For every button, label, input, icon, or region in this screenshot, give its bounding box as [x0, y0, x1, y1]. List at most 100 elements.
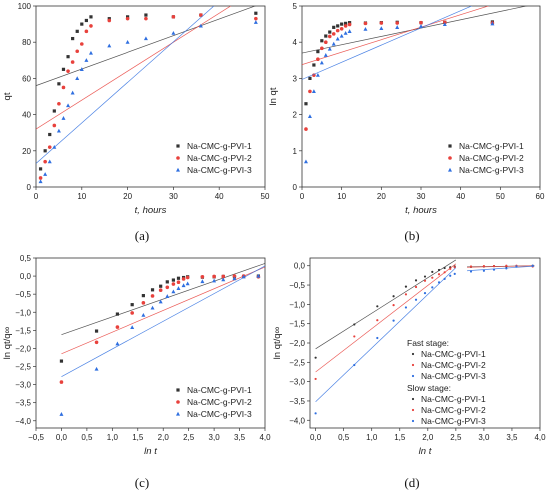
data-point	[324, 34, 328, 38]
data-point	[492, 265, 496, 268]
data-point	[43, 172, 48, 176]
legend-entry: Na-CMC-g-PVI-1	[421, 349, 486, 359]
data-point	[531, 264, 534, 267]
data-point	[343, 24, 348, 28]
data-point	[158, 299, 163, 304]
legend-entry: Na-CMC-g-PVI-2	[187, 153, 252, 163]
data-point	[221, 277, 226, 282]
data-point	[70, 60, 75, 64]
data-point	[363, 21, 368, 26]
data-point	[492, 268, 496, 271]
data-point	[141, 294, 145, 298]
y-tick-label: −1,0	[15, 308, 31, 317]
data-point	[443, 266, 446, 270]
y-tick-label: −4,0	[15, 417, 31, 426]
legend-marker	[448, 156, 452, 160]
data-point	[414, 285, 418, 289]
legend: Na-CMC-g-PVI-1 Na-CMC-g-PVI-2 Na-CMC-g-PVI…	[176, 385, 252, 419]
x-tick-label: 0,0	[56, 433, 68, 442]
legend-entry: Na-CMC-g-PVI-1	[421, 394, 486, 404]
x-tick-label: 2,0	[422, 433, 434, 442]
data-point	[404, 306, 408, 309]
data-point	[57, 82, 61, 86]
data-point	[176, 280, 181, 285]
y-tick-label: 0	[293, 183, 298, 192]
data-point	[94, 366, 99, 371]
data-point	[66, 55, 70, 59]
data-point	[94, 340, 99, 345]
y-tick-label: 40	[22, 111, 31, 120]
x-tick-label: 30	[169, 192, 178, 201]
data-point	[61, 67, 66, 71]
data-point	[395, 25, 400, 29]
x-tick-label: 0,0	[310, 433, 322, 442]
data-point	[212, 278, 217, 283]
data-point	[335, 36, 340, 41]
data-point	[107, 43, 112, 48]
data-point	[94, 329, 99, 333]
data-point	[323, 53, 328, 57]
data-point	[348, 21, 352, 25]
legend-marker	[176, 400, 180, 404]
data-point	[304, 127, 308, 131]
data-point	[141, 312, 146, 317]
data-point	[59, 359, 64, 363]
x-tick-label: −0,5	[28, 433, 44, 442]
y-tick-label: −0,5	[289, 281, 305, 290]
y-tick-label: 5	[293, 2, 298, 11]
y-tick-label: 3	[293, 74, 298, 83]
y-tick-label: −3,0	[289, 378, 305, 387]
legend: Na-CMC-g-PVI-1 Na-CMC-g-PVI-2 Na-CMC-g-PVI…	[448, 141, 524, 175]
data-point	[353, 323, 356, 326]
plot-frame	[35, 257, 266, 429]
y-tick-label: 4	[293, 38, 298, 47]
data-point	[320, 39, 324, 43]
fit-line-6	[467, 265, 535, 272]
data-point	[379, 26, 384, 31]
data-point	[253, 20, 258, 24]
data-point	[353, 335, 356, 338]
data-point	[449, 274, 452, 277]
legend-marker	[448, 144, 452, 148]
fit-line-3	[315, 267, 457, 402]
data-point	[312, 63, 316, 67]
data-point	[115, 341, 120, 346]
x-tick-label: 20	[123, 192, 132, 201]
data-point	[482, 269, 486, 272]
data-point	[143, 36, 148, 41]
legend-marker	[411, 374, 415, 378]
data-point	[505, 264, 508, 267]
data-point	[469, 265, 473, 268]
data-point	[126, 15, 130, 19]
data-point	[115, 325, 120, 329]
fit-line-5	[467, 265, 535, 268]
data-point	[353, 363, 356, 367]
legend-marker	[411, 397, 415, 401]
y-tick-label: −3,0	[15, 381, 31, 390]
legend: Fast stage:Na-CMC-g-PVI-1Na-CMC-g-PVI-2N…	[407, 338, 486, 426]
x-tick-label: 2,5	[183, 433, 195, 442]
data-point	[327, 46, 332, 51]
data-point	[443, 277, 446, 280]
x-tick-label: 4,0	[534, 433, 546, 442]
data-point	[505, 267, 508, 270]
x-tick-label: 40	[215, 192, 224, 201]
x-tick-label: 60	[536, 192, 545, 201]
x-tick-label: 3,5	[506, 433, 518, 442]
data-point	[328, 30, 332, 34]
data-point	[171, 15, 176, 19]
chart-panel-1: 0 10 20 30 40 50 0 20 40 60 80 100 t, hours qt Na-CMC-…	[2, 2, 270, 243]
data-point	[395, 21, 400, 25]
data-point	[181, 277, 186, 281]
subplot-label: (b)	[404, 228, 419, 243]
legend-entry: Na-CMC-g-PVI-3	[421, 416, 486, 426]
data-point	[339, 33, 344, 38]
data-point	[314, 377, 317, 381]
data-point	[347, 22, 352, 27]
data-point	[200, 279, 205, 284]
data-point	[327, 34, 332, 39]
data-point	[171, 30, 176, 35]
data-point	[47, 145, 52, 149]
legend-entry: Na-CMC-g-PVI-1	[187, 385, 252, 395]
data-point	[392, 304, 395, 307]
